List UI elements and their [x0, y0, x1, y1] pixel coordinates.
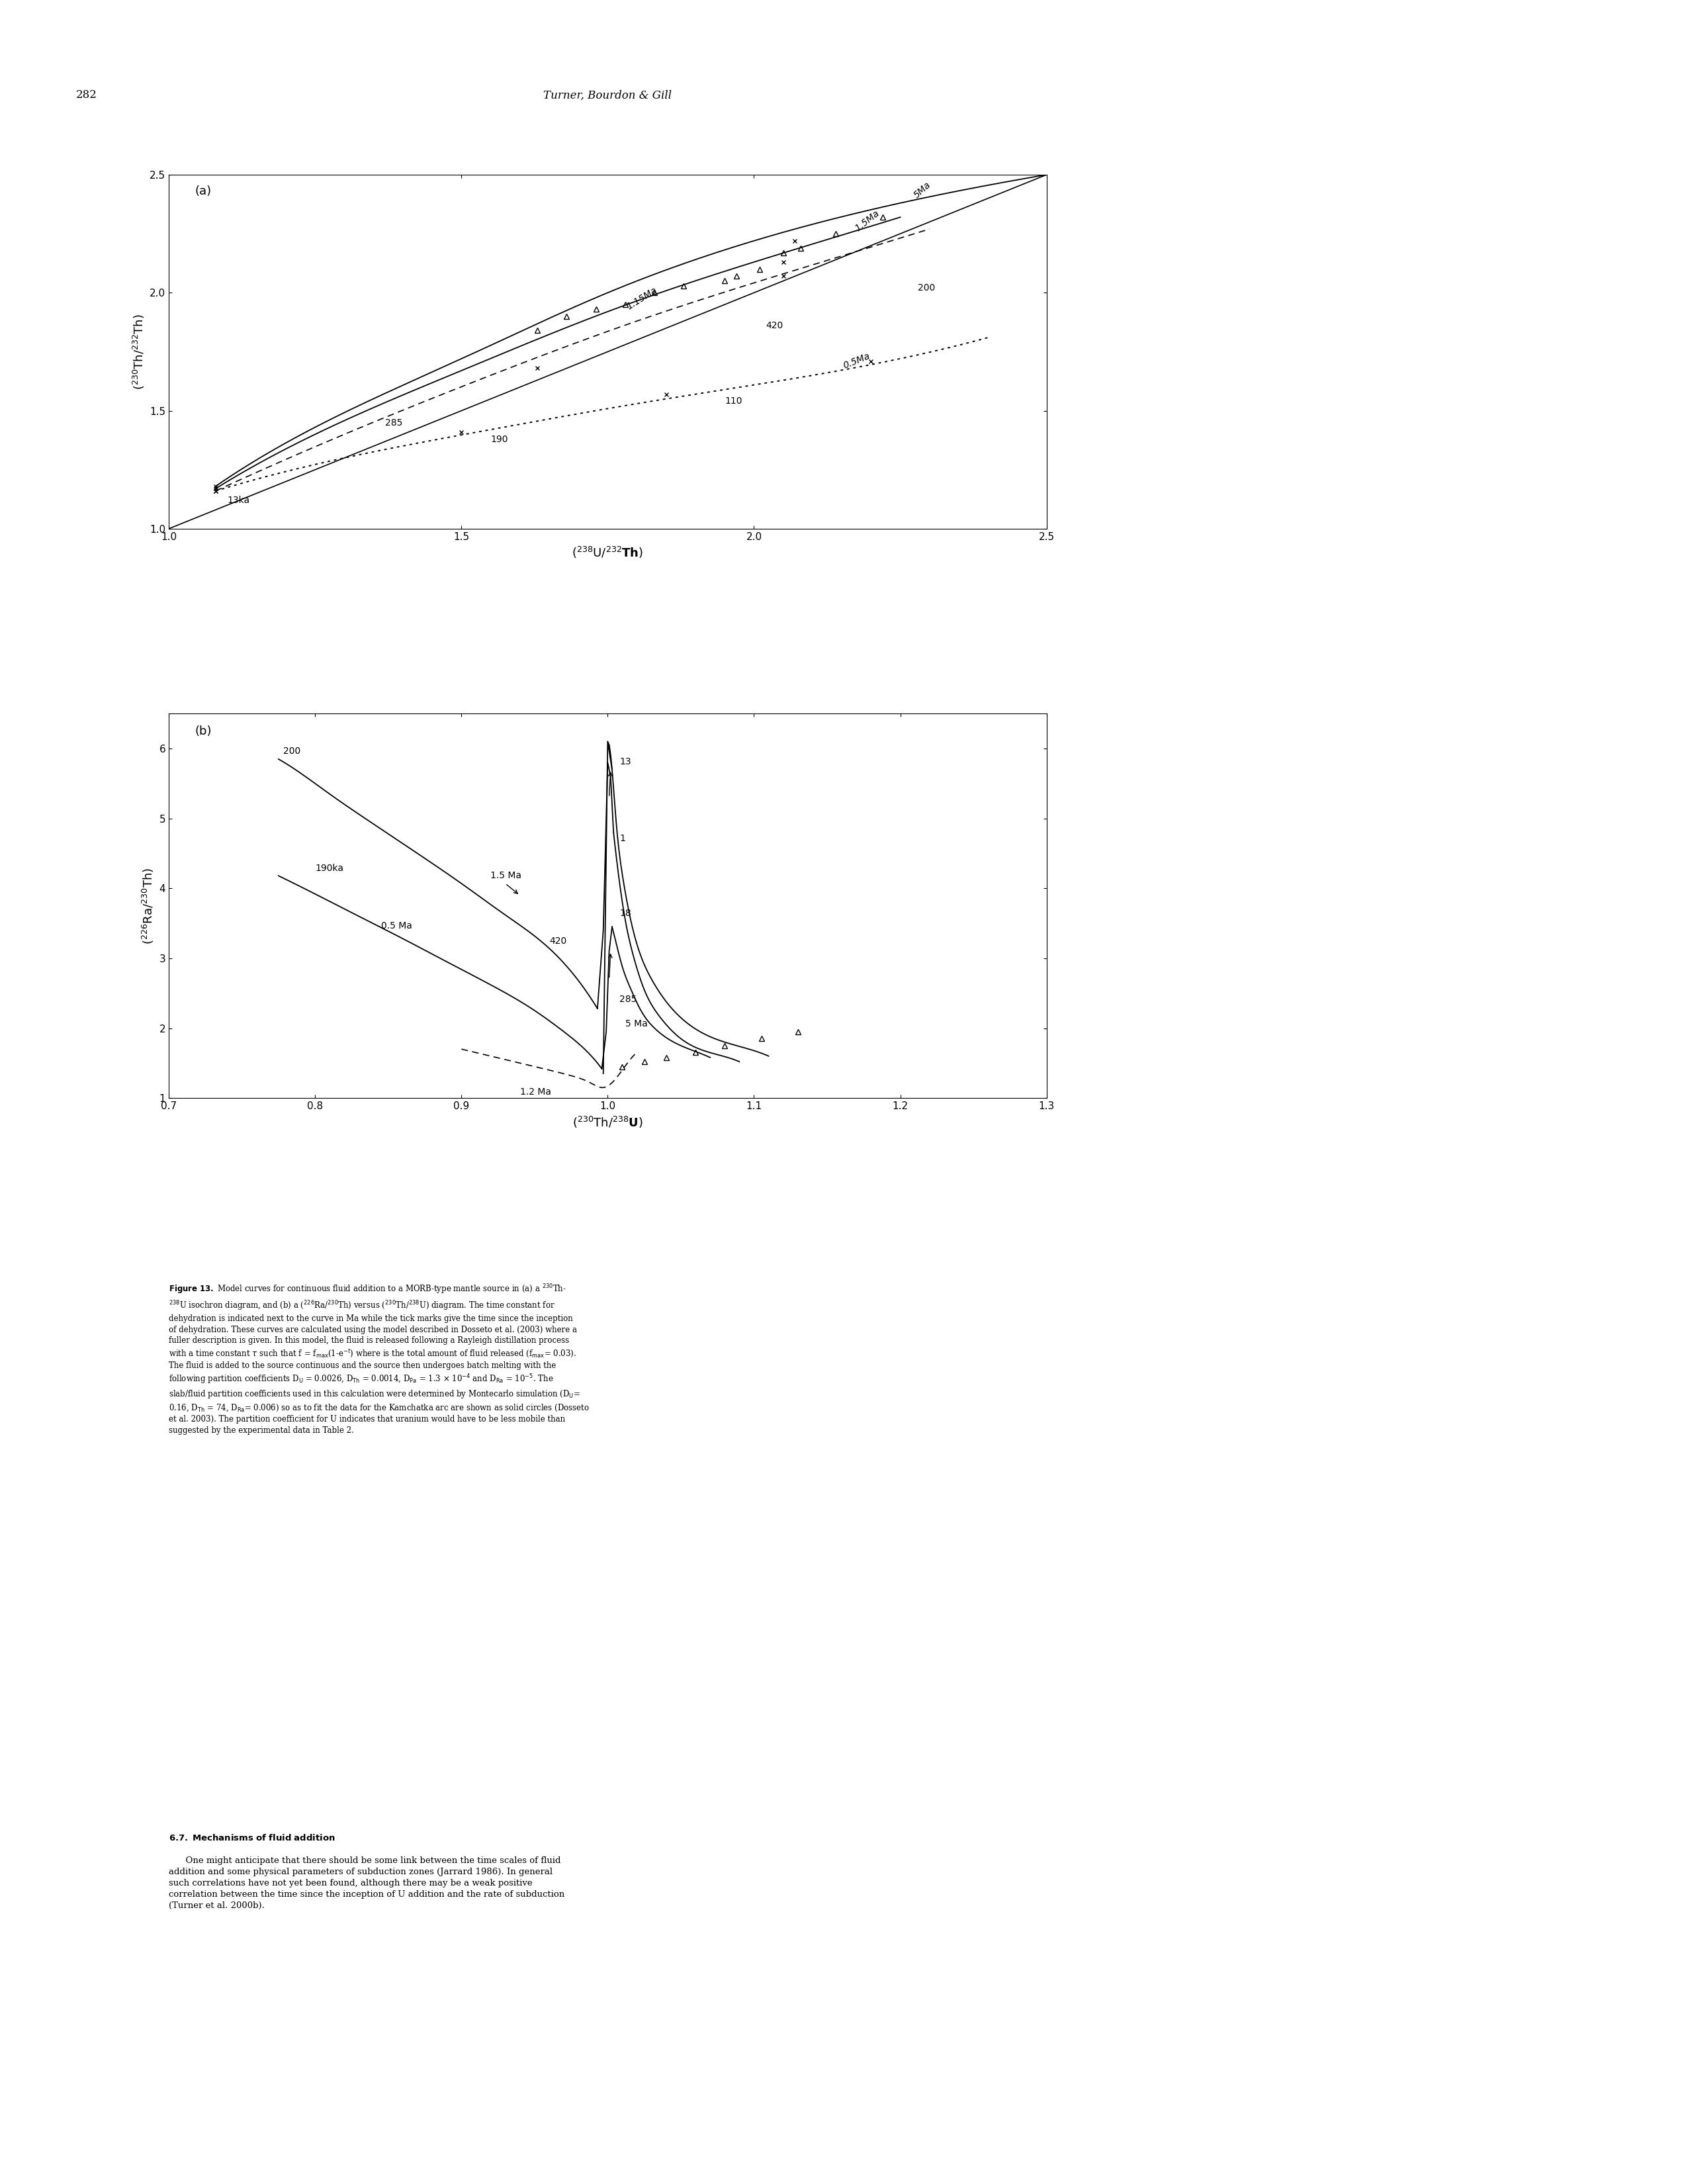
Text: 420: 420: [549, 937, 567, 946]
Text: 18: 18: [619, 909, 631, 917]
Text: 0.5 Ma: 0.5 Ma: [381, 922, 412, 930]
Text: (b): (b): [196, 725, 213, 738]
Text: 110: 110: [724, 397, 743, 406]
Text: 13ka: 13ka: [228, 496, 250, 505]
Text: 200: 200: [284, 747, 300, 756]
Text: $\bf{6.7.\ Mechanisms\ of\ fluid\ addition}$

      One might anticipate that th: $\bf{6.7.\ Mechanisms\ of\ fluid\ additi…: [169, 1821, 565, 1911]
Text: (a): (a): [196, 186, 211, 197]
Text: 190: 190: [491, 435, 508, 443]
Y-axis label: ($^{226}$Ra/$^{230}$Th): ($^{226}$Ra/$^{230}$Th): [140, 867, 155, 943]
Text: 1.15Ma: 1.15Ma: [625, 286, 658, 312]
Text: 1.5Ma: 1.5Ma: [854, 210, 881, 234]
Text: 13: 13: [619, 758, 631, 767]
X-axis label: ($^{238}$U/$^{232}$$\mathbf{Th}$): ($^{238}$U/$^{232}$$\mathbf{Th}$): [572, 546, 643, 559]
Text: 5Ma: 5Ma: [912, 181, 932, 201]
Text: 285: 285: [619, 994, 636, 1005]
Text: 1.5 Ma: 1.5 Ma: [491, 871, 522, 880]
X-axis label: ($^{230}$Th/$^{238}$$\mathbf{U}$): ($^{230}$Th/$^{238}$$\mathbf{U}$): [572, 1114, 643, 1129]
Text: Turner, Bourdon & Gill: Turner, Bourdon & Gill: [544, 90, 672, 100]
Text: 1: 1: [619, 834, 625, 843]
Text: 190ka: 190ka: [316, 863, 344, 874]
Text: 1.2 Ma: 1.2 Ma: [520, 1088, 550, 1096]
Text: 5 Ma: 5 Ma: [625, 1020, 648, 1029]
Y-axis label: ($^{230}$Th/$^{232}$Th): ($^{230}$Th/$^{232}$Th): [132, 314, 145, 389]
Text: 0.5Ma: 0.5Ma: [842, 352, 871, 371]
Text: 285: 285: [385, 417, 403, 428]
Text: $\bf{Figure\ 13.}$ Model curves for continuous fluid addition to a MORB-type man: $\bf{Figure\ 13.}$ Model curves for cont…: [169, 1282, 589, 1435]
Text: 420: 420: [766, 321, 783, 330]
Text: 282: 282: [76, 90, 96, 100]
Text: 200: 200: [918, 284, 935, 293]
